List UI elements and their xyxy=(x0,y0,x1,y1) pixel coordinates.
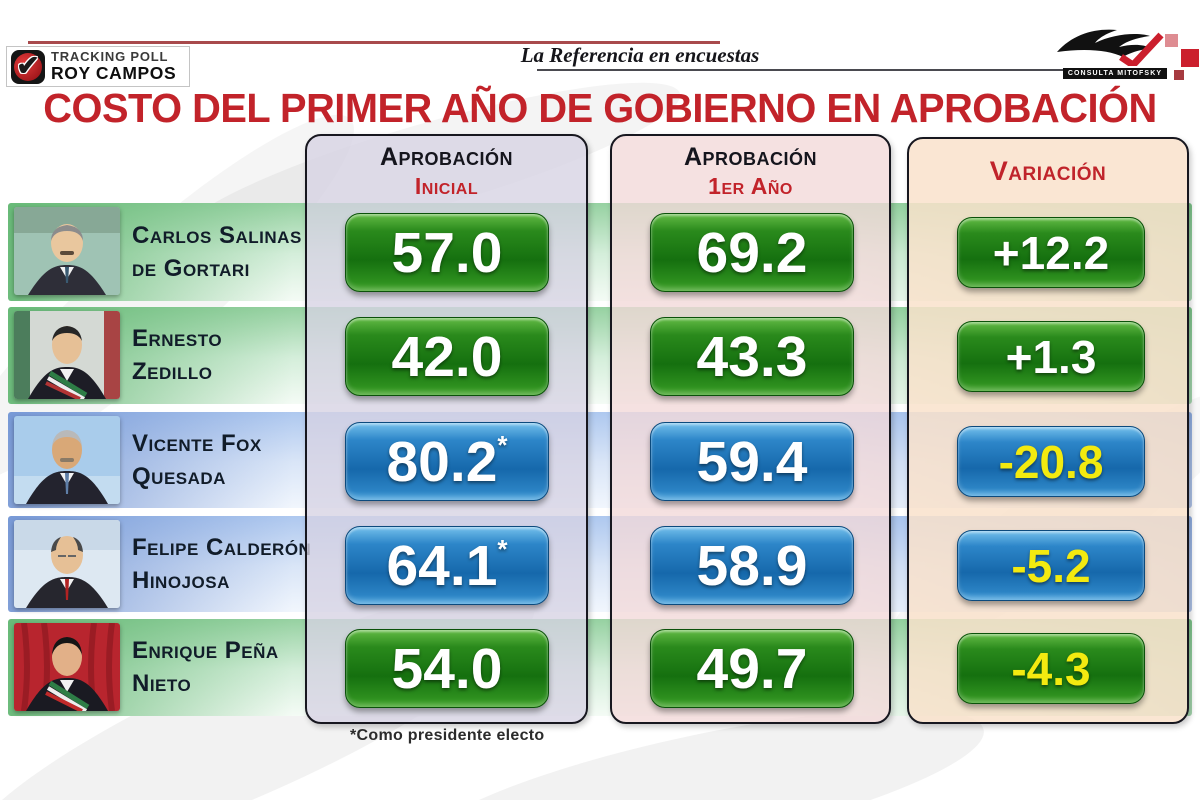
approval-initial-value: 54.0 xyxy=(345,629,549,708)
page-title: COSTO DEL PRIMER AÑO DE GOBIERNO EN APRO… xyxy=(43,85,1157,131)
deco-square xyxy=(1165,34,1178,47)
footnote: *Como presidente electo xyxy=(350,727,545,744)
president-name-line1: Ernesto xyxy=(132,325,223,352)
variation-value: -20.8 xyxy=(957,426,1145,497)
president-photo xyxy=(14,416,120,504)
president-name: Carlos Salinas de Gortari xyxy=(132,203,302,301)
table-row: Enrique Peña Nieto 54.0 49.7 -4.3 xyxy=(8,619,1192,716)
president-name-line1: Carlos Salinas xyxy=(132,221,302,249)
consulta-mitofsky-logo: CONSULTA MITOFSKY xyxy=(1055,26,1200,88)
column-header-bottom: Inicial xyxy=(414,173,479,199)
approval-year1-value: 59.4 xyxy=(650,422,854,501)
variation-value: +12.2 xyxy=(957,217,1145,288)
president-name-line1: Enrique Peña xyxy=(132,637,279,664)
brand-name: CONSULTA MITOFSKY xyxy=(1063,68,1167,79)
approval-year1-value: 43.3 xyxy=(650,317,854,396)
column-header: Variación xyxy=(989,156,1107,186)
variation-value: +1.3 xyxy=(957,321,1145,392)
president-photo xyxy=(14,311,120,399)
eagle-icon xyxy=(1057,29,1164,70)
president-name-line2: Quesada xyxy=(132,462,226,490)
president-name-line1: Vicente Fox xyxy=(132,429,262,457)
approval-initial-value: 57.0 xyxy=(345,213,549,292)
president-photo xyxy=(14,207,120,295)
logo-line1: TRACKING POLL xyxy=(51,49,169,65)
president-name-line2: Zedillo xyxy=(132,358,213,385)
approval-initial-value: 64.1 * xyxy=(345,526,549,605)
deco-square xyxy=(1174,70,1184,80)
variation-value: -5.2 xyxy=(957,530,1145,601)
approval-year1-value: 69.2 xyxy=(650,213,854,292)
variation-value: -4.3 xyxy=(957,633,1145,704)
president-name: Ernesto Zedillo xyxy=(132,307,222,404)
president-name-line2: Hinojosa xyxy=(132,566,230,594)
approval-initial-value: 42.0 xyxy=(345,317,549,396)
approval-initial-value: 80.2 * xyxy=(345,422,549,501)
column-header-top: Aprobación xyxy=(379,143,514,171)
president-name: Felipe Calderón Hinojosa xyxy=(132,516,311,612)
tagline: La Referencia en encuestas xyxy=(520,43,760,67)
table-row: Vicente Fox Quesada 80.2 * 59.4 -20.8 xyxy=(8,412,1192,508)
president-name: Vicente Fox Quesada xyxy=(132,412,262,508)
president-name-line2: Nieto xyxy=(132,670,192,697)
approval-year1-value: 58.9 xyxy=(650,526,854,605)
table-row: Carlos Salinas de Gortari 57.0 69.2 +12.… xyxy=(8,203,1192,301)
approval-year1-value: 49.7 xyxy=(650,629,854,708)
logo-line2: ROY CAMPOS xyxy=(51,63,177,84)
column-header-top: Aprobación xyxy=(683,143,818,171)
column-header-bottom: 1er Año xyxy=(708,173,793,199)
president-name: Enrique Peña Nieto xyxy=(132,619,279,716)
president-name-line1: Felipe Calderón xyxy=(132,533,312,561)
tracking-poll-logo: ✔ TRACKING POLL ROY CAMPOS xyxy=(6,46,190,87)
president-name-line2: de Gortari xyxy=(132,254,250,282)
deco-square xyxy=(1181,49,1199,67)
table-row: Ernesto Zedillo 42.0 43.3 +1.3 xyxy=(8,307,1192,404)
header-rule-gray xyxy=(537,69,1067,71)
president-photo xyxy=(14,520,120,608)
checkmark-badge-icon: ✔ xyxy=(11,49,45,84)
table-row: Felipe Calderón Hinojosa 64.1 * 58.9 -5.2 xyxy=(8,516,1192,612)
header-rule-red xyxy=(28,41,720,44)
president-photo xyxy=(14,623,120,711)
